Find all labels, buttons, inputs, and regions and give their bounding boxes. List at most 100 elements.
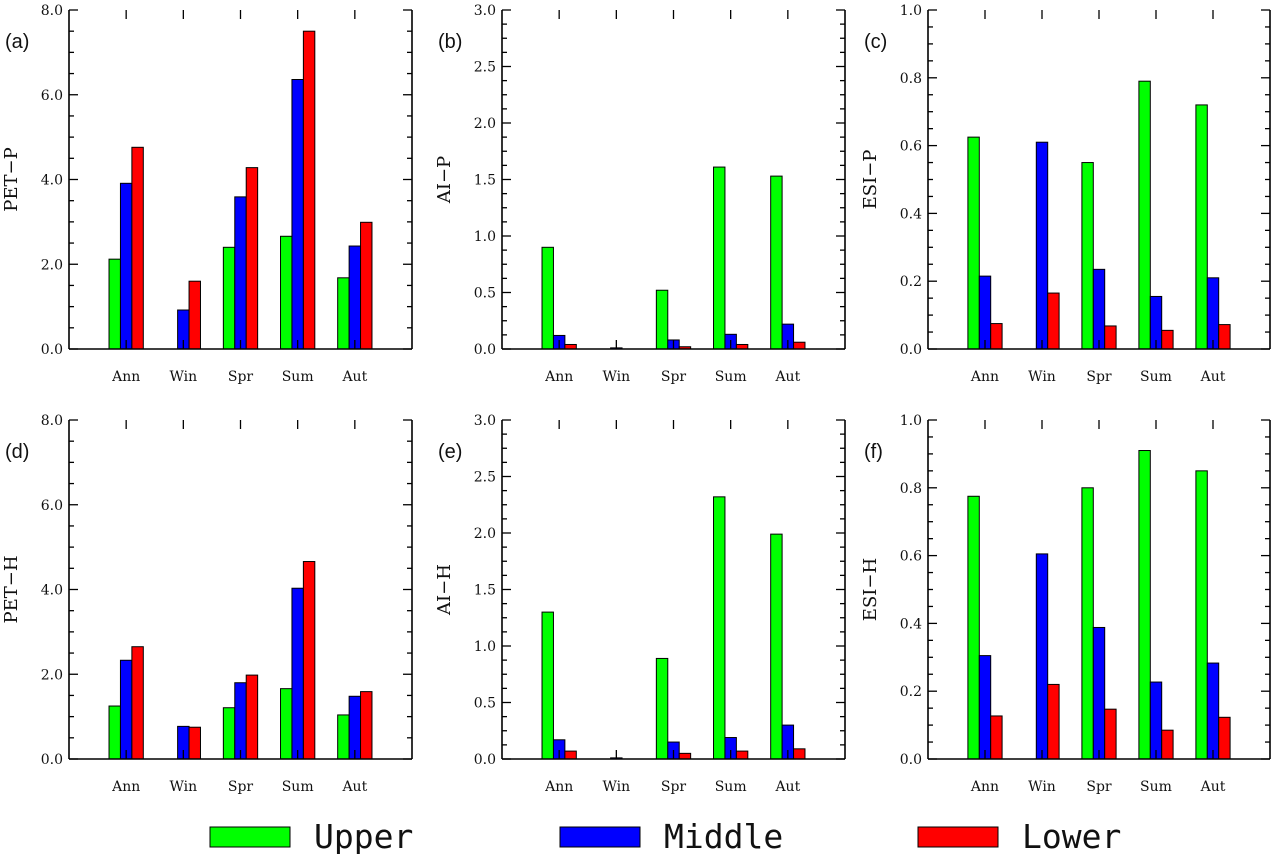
- bar-upper-aut: [770, 533, 783, 760]
- bar-middle-spr: [1092, 626, 1106, 760]
- panel-label: (c): [864, 31, 887, 53]
- chart-panel-2: 0.0 0.5 1.0 1.5 2.0 2.5 3.0 Ann Win Spr Sum Aut AI−P…: [434, 3, 846, 385]
- x-tick-label: Sum: [715, 779, 747, 795]
- legend-label-middle: Middle: [664, 817, 783, 854]
- bar-lower-spr: [1104, 708, 1117, 760]
- legend-swatch-middle: [559, 826, 641, 848]
- y-axis-label: AI−H: [434, 564, 455, 616]
- x-tick-label: Ann: [970, 369, 999, 385]
- y-tick-label: 1.0: [474, 639, 496, 655]
- y-tick-label: 0.6: [900, 139, 922, 155]
- bar-lower-aut: [360, 691, 373, 760]
- bar-lower-ann: [131, 146, 144, 350]
- bar-lower-spr: [1104, 325, 1117, 350]
- x-tick-label: Sum: [282, 779, 314, 795]
- y-tick-label: 2.0: [41, 667, 63, 683]
- bar-upper-spr: [1081, 487, 1094, 760]
- y-axis-label: AI−P: [434, 156, 455, 204]
- x-tick-label: Aut: [1200, 369, 1226, 385]
- bar-lower-aut: [1218, 716, 1231, 760]
- y-tick-label: 1.5: [474, 173, 496, 189]
- chart-panel-1: 0.0 2.0 4.0 6.0 8.0 Ann Win Spr Sum Aut PET−P (a): [1, 3, 413, 385]
- x-tick-label: Win: [170, 369, 198, 385]
- bar-upper-aut: [770, 175, 783, 350]
- bar-middle-aut: [348, 245, 362, 350]
- y-tick-label: 0.8: [900, 71, 922, 87]
- y-tick-label: 0.0: [41, 752, 63, 768]
- bar-upper-ann: [967, 495, 980, 760]
- bar-upper-sum: [713, 496, 726, 760]
- y-axis-label: PET−P: [1, 147, 22, 211]
- bar-upper-spr: [222, 246, 236, 350]
- x-tick-label: Win: [603, 369, 631, 385]
- bar-lower-ann: [564, 750, 577, 760]
- x-tick-label: Spr: [1086, 779, 1112, 795]
- x-tick-label: Sum: [1140, 779, 1172, 795]
- bar-middle-ann: [978, 655, 992, 760]
- y-axis-label: PET−H: [1, 555, 22, 623]
- x-tick-label: Spr: [661, 779, 687, 795]
- bar-upper-sum: [713, 166, 726, 350]
- chart-panel-3: 0.0 0.2 0.4 0.6 0.8 1.0 Ann Win Spr Sum Aut ESI−P (c…: [860, 3, 1271, 385]
- bar-lower-sum: [1161, 729, 1174, 760]
- y-tick-label: 1.0: [900, 3, 922, 19]
- x-tick-label: Ann: [111, 369, 140, 385]
- bar-upper-ann: [108, 258, 121, 350]
- y-tick-label: 1.0: [900, 413, 922, 429]
- legend-swatch-upper: [209, 826, 291, 848]
- bar-middle-ann: [119, 182, 133, 350]
- chart-panel-5: 0.0 0.5 1.0 1.5 2.0 2.5 3.0 Ann Win Spr Sum Aut AI−H…: [434, 413, 846, 795]
- bar-middle-aut: [1206, 277, 1220, 350]
- x-tick-label: Aut: [774, 779, 800, 795]
- panel-label: (d): [5, 441, 29, 463]
- x-tick-label: Win: [170, 779, 198, 795]
- legend-label-lower: Lower: [1022, 817, 1121, 854]
- bar-lower-spr: [245, 167, 259, 350]
- bar-upper-spr: [222, 707, 236, 760]
- bar-upper-ann: [967, 136, 980, 350]
- bar-middle-spr: [1092, 268, 1106, 350]
- x-tick-label: Sum: [282, 369, 314, 385]
- x-tick-label: Spr: [1086, 369, 1112, 385]
- bar-upper-sum: [1138, 80, 1151, 350]
- bar-lower-aut: [793, 341, 806, 350]
- bar-upper-ann: [541, 246, 554, 350]
- bar-middle-ann: [978, 275, 992, 350]
- bar-upper-aut: [337, 714, 350, 760]
- x-tick-label: Aut: [341, 779, 367, 795]
- bar-upper-ann: [541, 611, 554, 760]
- bar-lower-aut: [793, 748, 806, 760]
- x-tick-label: Ann: [544, 369, 573, 385]
- x-tick-label: Sum: [715, 369, 747, 385]
- bar-lower-sum: [735, 750, 749, 760]
- y-tick-label: 0.6: [900, 549, 922, 565]
- bar-lower-win: [188, 726, 201, 760]
- bar-lower-ann: [131, 646, 144, 760]
- y-tick-label: 0.2: [900, 684, 922, 700]
- y-tick-label: 0.5: [474, 696, 496, 712]
- bar-upper-sum: [280, 688, 293, 760]
- legend-label-upper: Upper: [314, 817, 413, 854]
- bar-upper-sum: [1138, 450, 1151, 760]
- x-tick-label: Spr: [661, 369, 687, 385]
- bar-upper-ann: [108, 705, 121, 760]
- bar-lower-sum: [302, 30, 316, 350]
- y-tick-label: 8.0: [41, 413, 63, 429]
- bar-middle-ann: [119, 659, 133, 760]
- x-tick-label: Aut: [1200, 779, 1226, 795]
- y-tick-label: 0.2: [900, 274, 922, 290]
- bar-middle-win: [1035, 553, 1049, 760]
- x-tick-label: Ann: [970, 779, 999, 795]
- y-tick-label: 4.0: [41, 173, 63, 189]
- x-tick-label: Ann: [111, 779, 140, 795]
- legend: Upper Middle Lower: [209, 817, 1121, 854]
- y-tick-label: 2.0: [474, 526, 496, 542]
- y-tick-label: 4.0: [41, 583, 63, 599]
- bar-lower-aut: [1218, 324, 1231, 350]
- x-tick-label: Spr: [228, 369, 254, 385]
- bar-lower-win: [188, 280, 201, 350]
- y-tick-label: 0.0: [474, 752, 496, 768]
- panel-label: (f): [864, 441, 883, 463]
- bar-lower-sum: [302, 561, 316, 760]
- x-tick-label: Aut: [774, 369, 800, 385]
